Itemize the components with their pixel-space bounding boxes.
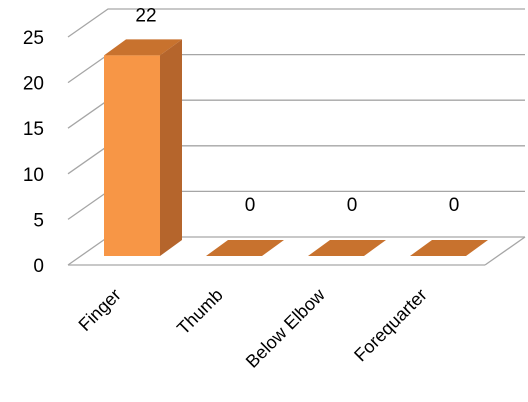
category-label: Thumb (173, 285, 227, 339)
y-tick-label: 0 (33, 256, 44, 277)
category-label: Forequarter (350, 285, 431, 366)
data-label: 0 (245, 195, 256, 216)
bar (308, 240, 386, 256)
bar (104, 39, 182, 256)
y-tick-label: 20 (23, 74, 44, 95)
bar (410, 240, 488, 256)
y-tick-label: 5 (33, 210, 44, 231)
y-axis-tick-labels: 0 5 10 15 20 25 (23, 28, 44, 277)
x-axis-category-labels: Finger Thumb Below Elbow Forequarter (75, 284, 431, 372)
data-label: 0 (347, 195, 358, 216)
category-label: Finger (75, 285, 125, 335)
y-tick-label: 15 (23, 119, 44, 140)
data-label: 22 (135, 5, 156, 26)
gridline (67, 8, 525, 38)
bar (206, 240, 284, 256)
bars (104, 39, 488, 256)
y-tick-label: 25 (23, 28, 44, 49)
y-tick-label: 10 (23, 165, 44, 186)
floor-right-edge (484, 236, 526, 266)
data-labels: 22 0 0 0 (135, 5, 459, 216)
category-label: Below Elbow (242, 284, 330, 372)
data-label: 0 (449, 195, 460, 216)
